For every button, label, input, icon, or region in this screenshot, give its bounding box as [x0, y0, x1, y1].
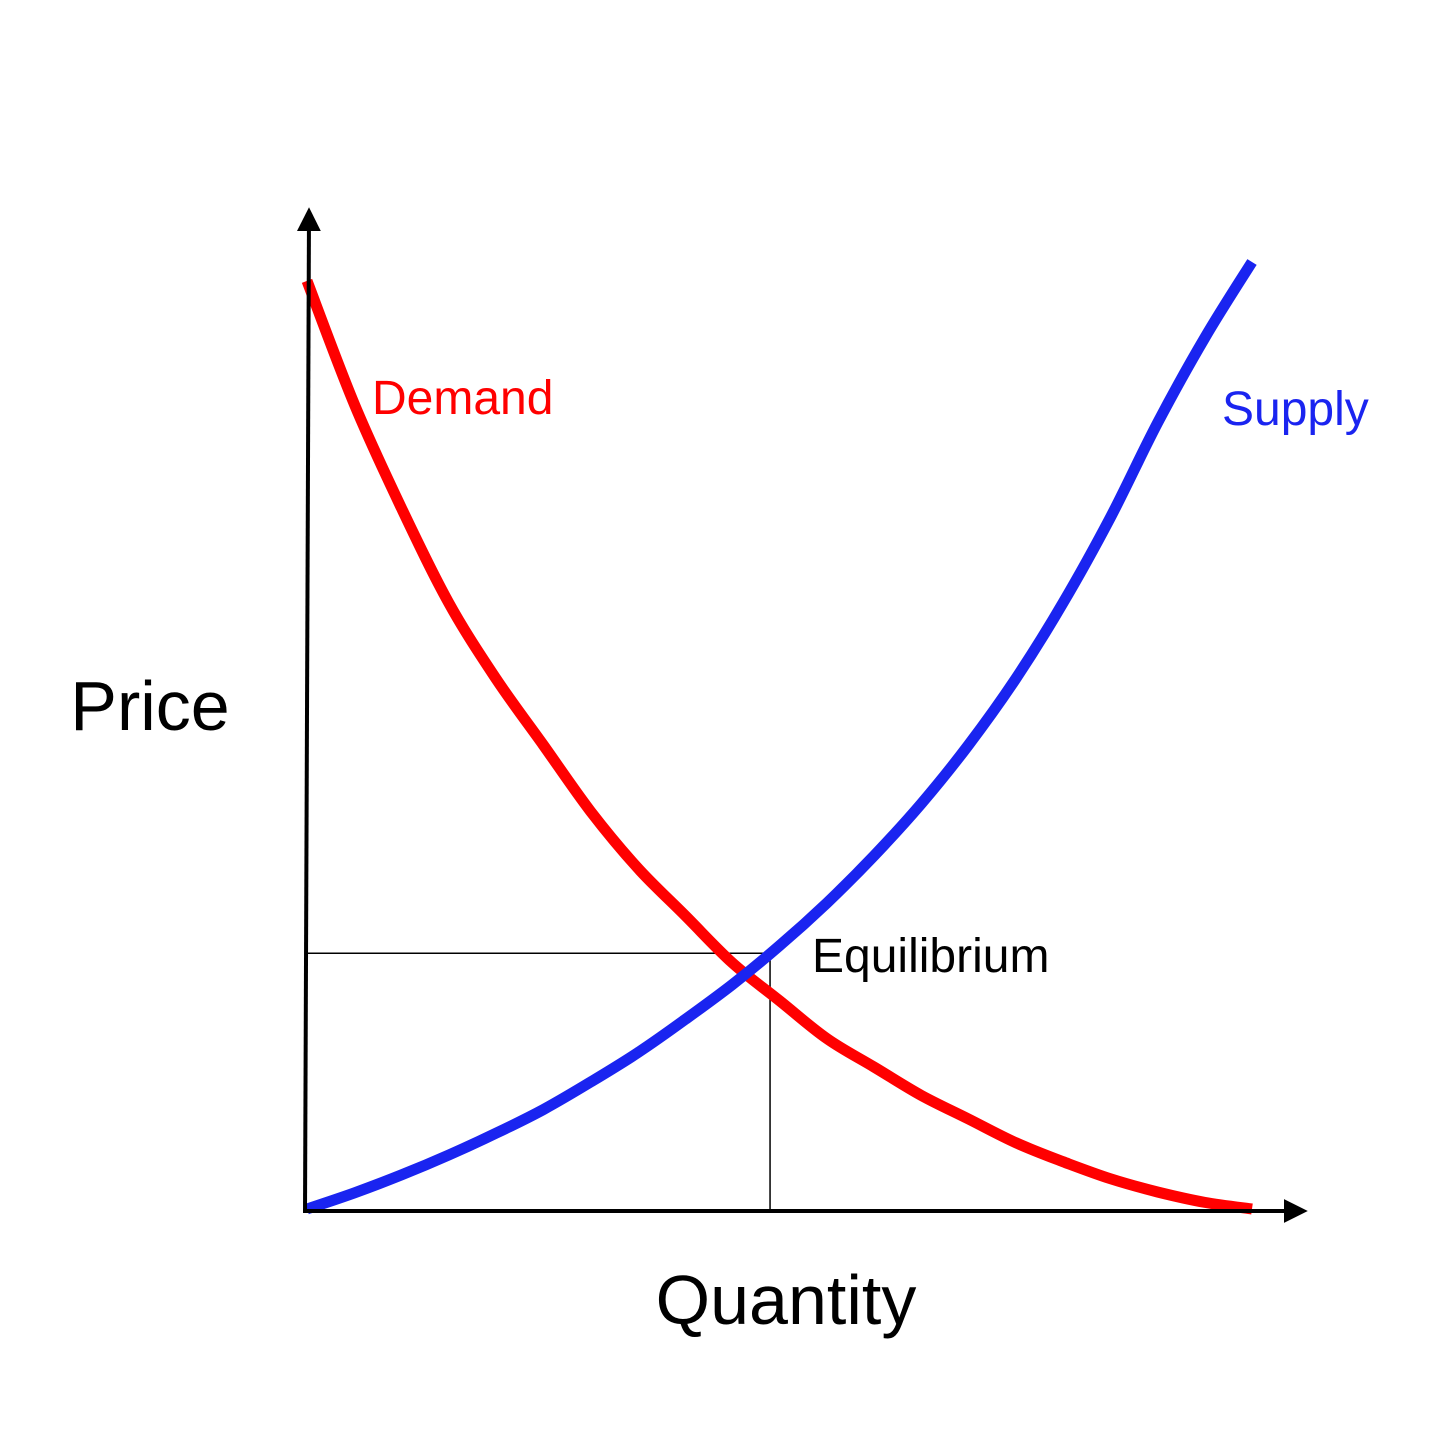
x-axis-title: Quantity [656, 1261, 917, 1339]
y-axis-title: Price [70, 667, 229, 745]
curves-layer [301, 259, 1257, 1215]
supply-curve [305, 259, 1257, 1215]
demand-label: Demand [372, 372, 553, 425]
equilibrium-guides [307, 952, 771, 1209]
demand-curve [301, 278, 1253, 1215]
equilibrium-label: Equilibrium [812, 930, 1049, 983]
y-axis [296, 207, 321, 1214]
supply-label: Supply [1222, 383, 1369, 436]
